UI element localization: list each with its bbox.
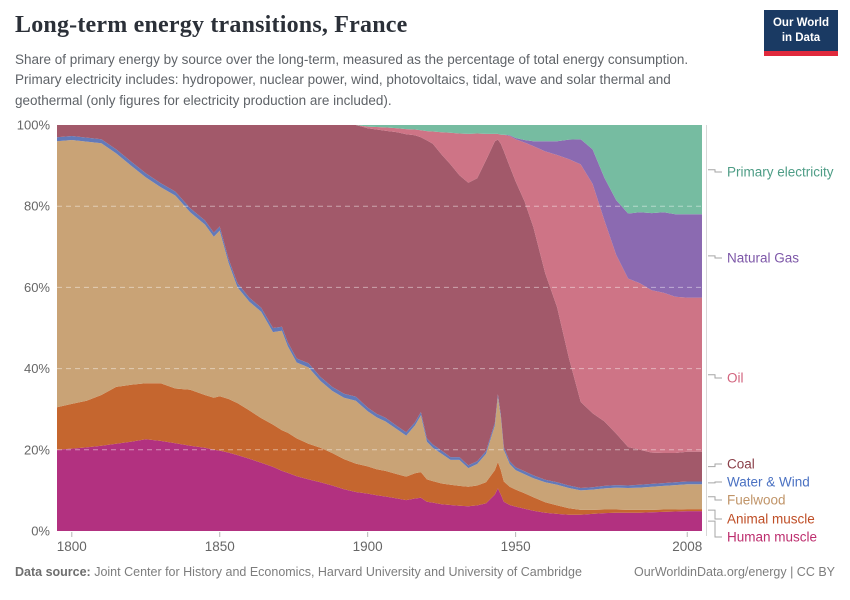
y-tick-label-100: 100%: [17, 118, 51, 133]
footer-link[interactable]: OurWorldinData.org/energy | CC BY: [633, 565, 835, 579]
chart-footer: Data source: Joint Center for History an…: [15, 565, 835, 579]
owid-logo-line2: in Data: [781, 31, 821, 44]
legend-connector-oil: [708, 374, 722, 379]
x-tick-label-1850: 1850: [205, 539, 235, 554]
y-tick-label-80: 80%: [24, 199, 50, 214]
area-oil[interactable]: [57, 125, 702, 453]
legend-label-water-wind[interactable]: Water & Wind: [727, 475, 810, 490]
legend-connector-coal: [708, 463, 722, 468]
owid-logo[interactable]: Our World in Data: [764, 10, 838, 56]
area-human-muscle[interactable]: [57, 439, 702, 531]
data-source-label: Data source:: [15, 565, 91, 579]
legend-label-human-muscle[interactable]: Human muscle: [727, 530, 817, 545]
legend-label-primary-electricity[interactable]: Primary electricity: [727, 165, 834, 180]
legend-connector-human-muscle: [708, 520, 722, 538]
y-tick-label-0: 0%: [31, 524, 50, 539]
legend-connector-primary-electricity: [708, 169, 722, 173]
chart-subtitle: Share of primary energy by source over t…: [15, 52, 689, 108]
x-tick-label-1800: 1800: [57, 539, 87, 554]
area-coal[interactable]: [57, 125, 702, 488]
area-natural-gas[interactable]: [57, 125, 702, 298]
legend-label-coal[interactable]: Coal: [727, 457, 755, 472]
y-tick-label-20: 20%: [24, 442, 50, 457]
page-title: Long-term energy transitions, France: [15, 12, 408, 38]
owid-logo-line1: Our World: [772, 17, 829, 30]
legend-label-natural-gas[interactable]: Natural Gas: [727, 251, 799, 266]
legend-connector-fuelwood: [708, 496, 722, 501]
legend-connector-water-wind: [708, 481, 722, 484]
data-source: Data source: Joint Center for History an…: [15, 565, 582, 579]
x-tick-label-1950: 1950: [501, 539, 531, 554]
data-source-text: Joint Center for History and Economics, …: [90, 565, 582, 579]
y-tick-label-60: 60%: [24, 280, 50, 295]
legend-connector-animal-muscle: [708, 509, 722, 520]
area-animal-muscle[interactable]: [57, 383, 702, 515]
legend-label-fuelwood[interactable]: Fuelwood: [727, 493, 786, 508]
legend-label-oil[interactable]: Oil: [727, 371, 744, 386]
x-tick-label-1900: 1900: [353, 539, 383, 554]
area-primary-electricity[interactable]: [57, 125, 702, 215]
area-fuelwood[interactable]: [57, 140, 702, 510]
x-tick-label-2008: 2008: [672, 539, 702, 554]
y-tick-label-40: 40%: [24, 361, 50, 376]
legend-label-animal-muscle[interactable]: Animal muscle: [727, 512, 815, 527]
legend-connector-natural-gas: [708, 255, 722, 259]
